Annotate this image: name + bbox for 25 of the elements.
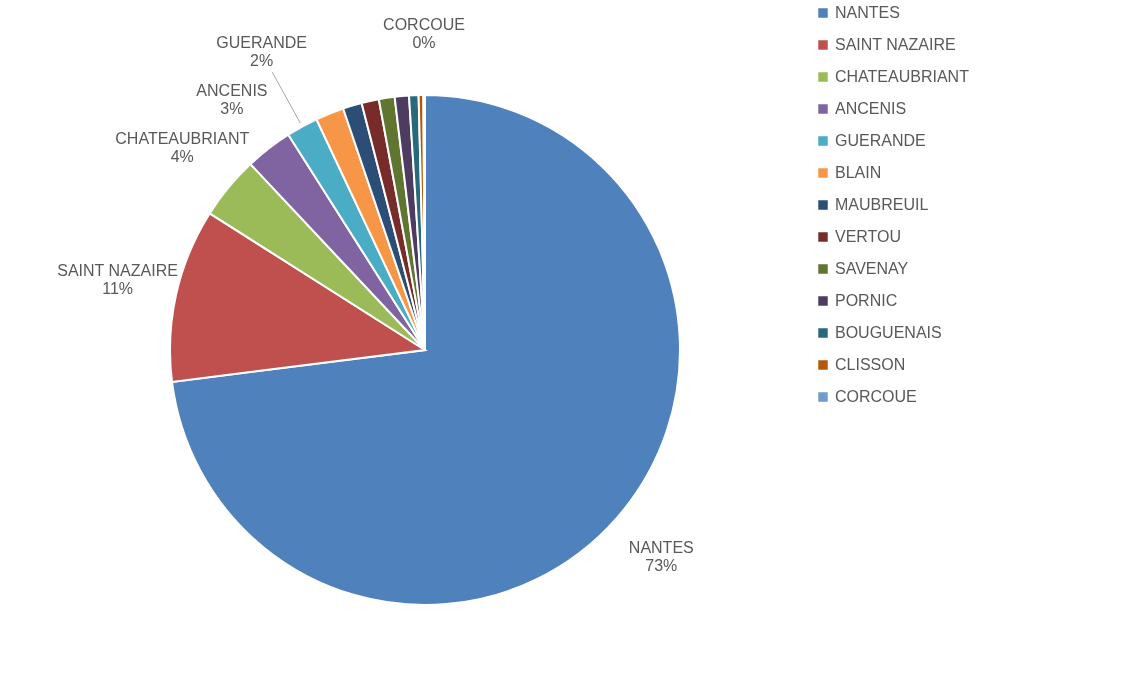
data-label: 2% xyxy=(250,51,274,69)
slice-label: SAINT NAZAIRE xyxy=(57,262,178,280)
legend-label: PORNIC xyxy=(835,292,898,309)
legend-label: SAINT NAZAIRE xyxy=(835,36,956,53)
data-label: 73% xyxy=(645,557,678,575)
slice-label: ANCENIS xyxy=(196,82,268,100)
data-label: 11% xyxy=(102,280,134,298)
legend-label: BLAIN xyxy=(835,164,882,181)
legend-label: NANTES xyxy=(835,4,900,21)
legend-label: GUERANDE xyxy=(835,132,926,149)
data-label: 4% xyxy=(170,148,194,166)
data-label: 3% xyxy=(220,100,244,118)
data-label: 0% xyxy=(412,34,436,51)
legend-label: CHATEAUBRIANT xyxy=(835,68,970,85)
slice-label: NANTES xyxy=(628,539,694,557)
legend-label: BOUGUENAIS xyxy=(835,324,942,341)
slice-label: CHATEAUBRIANT xyxy=(115,130,250,148)
legend-label: ANCENIS xyxy=(835,100,907,117)
legend-label: VERTOU xyxy=(835,228,902,245)
legend-label: CLISSON xyxy=(835,356,906,373)
legend-label: MAUBREUIL xyxy=(835,196,929,213)
slice-label: GUERANDE xyxy=(216,33,308,51)
legend-label: CORCOUE xyxy=(835,388,917,405)
slice-label: CORCOUE xyxy=(383,16,465,33)
legend-label: SAVENAY xyxy=(835,260,909,277)
